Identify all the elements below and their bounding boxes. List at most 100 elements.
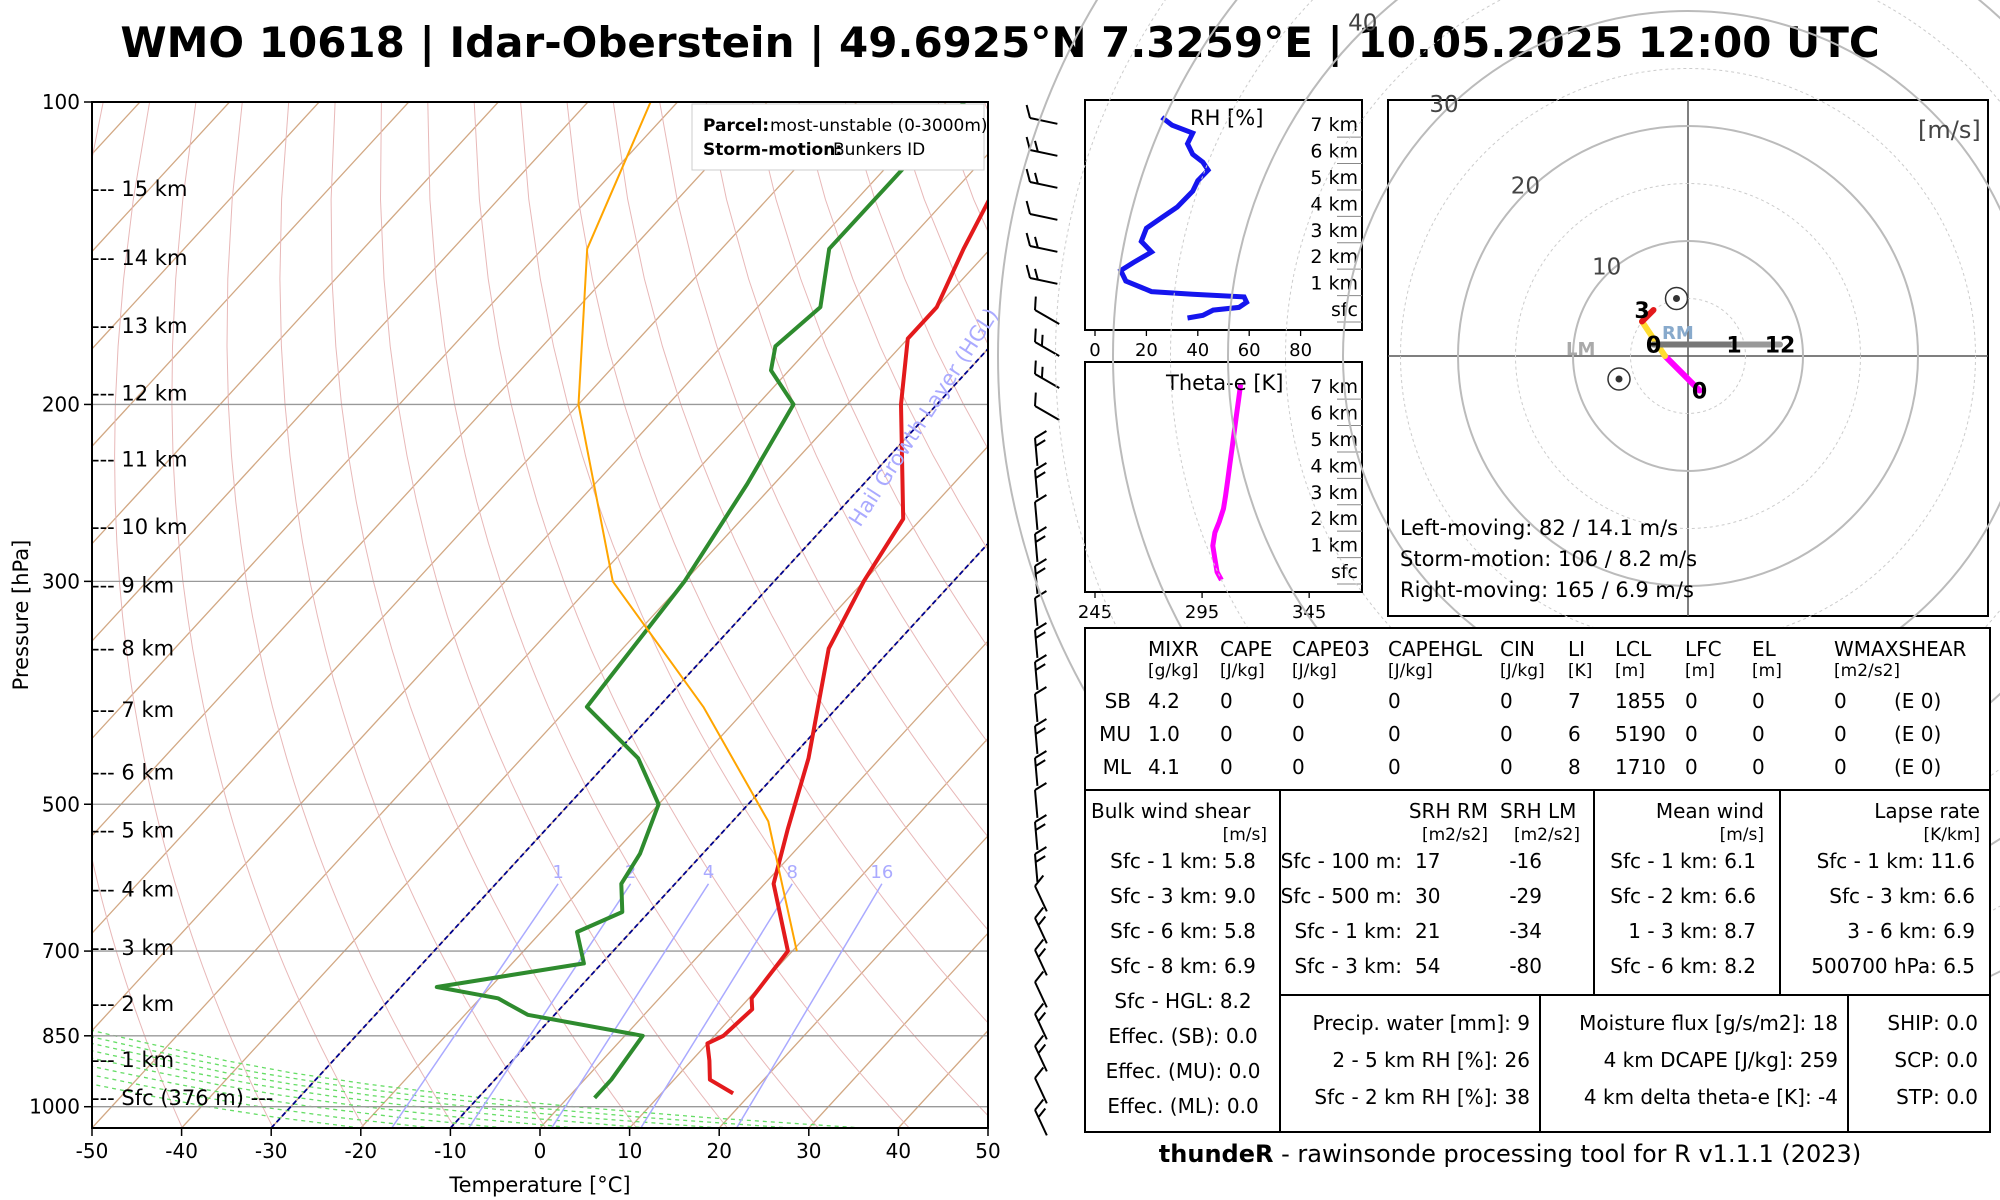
indices-cell: 0 <box>1834 722 1847 746</box>
srh-row-rm: 21 <box>1415 919 1440 943</box>
indices-header-label: EL <box>1752 637 1777 661</box>
wind-barb <box>1034 654 1047 690</box>
hodo-point-label: 12 <box>1765 334 1796 359</box>
moist-adiabat <box>92 1036 791 1128</box>
isotherm <box>92 102 499 545</box>
mean-wind-unit: [m/s] <box>1720 825 1764 845</box>
barb-flag <box>1034 494 1047 503</box>
mean-wind-row: Sfc - 2 km: 6.6 <box>1610 884 1756 908</box>
srh-head-rm: SRH RM <box>1409 799 1488 823</box>
dry-adiabat <box>520 102 988 1117</box>
srh-head-lm: SRH LM <box>1500 799 1576 823</box>
barb-flag <box>1035 823 1046 831</box>
p-tick-label: 100 <box>42 90 80 114</box>
y-axis-label: Pressure [hPa] <box>9 540 33 691</box>
barb-staff <box>1034 1077 1048 1104</box>
wind-barb <box>1034 814 1047 850</box>
srh-row-lm: -34 <box>1509 919 1542 943</box>
barb-staff <box>1034 885 1048 912</box>
shear-row: Sfc - 1 km: 5.8 <box>1110 849 1256 873</box>
indices-cell: 7 <box>1568 689 1581 713</box>
indices-cell: 0 <box>1685 755 1698 779</box>
indices-header-label: CAPE <box>1220 637 1272 661</box>
wind-barb <box>1034 296 1060 325</box>
dry-adiabat <box>659 102 988 838</box>
wind-barb <box>1034 462 1047 498</box>
barb-flag <box>1034 938 1045 951</box>
indices-cell: 1710 <box>1615 755 1666 779</box>
height-label: --- 6 km <box>92 761 174 785</box>
barb-flag <box>1037 947 1047 958</box>
mean-wind-row: 1 - 3 km: 8.7 <box>1628 919 1756 943</box>
srh-unit-rm: [m2/s2] <box>1422 825 1488 845</box>
x-axis-label: Temperature [°C] <box>448 1173 630 1197</box>
x-tick-label: -10 <box>434 1139 467 1163</box>
srh-row-label: Sfc - 100 m: <box>1281 849 1402 873</box>
indices-cell: 1.0 <box>1148 722 1180 746</box>
moist-adiabat <box>92 1074 433 1128</box>
moisture-row: 4 km DCAPE [J/kg]: 259 <box>1604 1048 1838 1072</box>
hodo-segment <box>1662 353 1703 394</box>
height-label: --- 8 km <box>92 637 174 661</box>
indices-header-label: CAPEHGL <box>1388 637 1483 661</box>
srh-block: SRH RM SRH LM [m2/s2] [m2/s2] Sfc - 100 … <box>1281 799 1580 978</box>
hgl-isotherm <box>449 542 988 1128</box>
barb-flag <box>1034 718 1047 727</box>
barb-flag <box>1034 654 1047 663</box>
storm-key: Storm-motion: <box>703 140 842 160</box>
indices-cell: 1855 <box>1615 689 1666 713</box>
parcel-value: most-unstable (0-3000m) <box>770 116 988 136</box>
barb-flag <box>1035 855 1046 863</box>
hodo-point-label: 3 <box>1634 299 1649 324</box>
barb-flag <box>1034 430 1047 439</box>
dry-adiabat <box>379 102 728 1128</box>
barb-flag <box>1034 750 1047 759</box>
barb-flag <box>1025 264 1031 279</box>
indices-cell: 0 <box>1388 689 1401 713</box>
hodo-ring <box>1055 0 2000 989</box>
height-label: --- 13 km <box>92 314 187 338</box>
barb-staff <box>1029 149 1058 157</box>
isotherm <box>360 445 988 1128</box>
dry-adiabat <box>330 102 638 1128</box>
indices-cell: 8 <box>1568 755 1581 779</box>
theta-e-panel: 7 km 6 km 5 km 4 km 3 km 2 km 1 km sfc Theta-e … <box>1078 361 1363 623</box>
barb-staff <box>1034 597 1039 626</box>
skewt-series <box>434 102 988 1100</box>
hodo-point-label: 0 <box>1692 380 1707 405</box>
dry-adiabat <box>752 102 988 649</box>
dewpoint-line <box>434 102 966 1100</box>
indices-cell: 0 <box>1834 755 1847 779</box>
skewt-axes: -50 -40 -30 -20 -10 0 10 20 30 40 50 100 200 300 500 70… <box>9 90 1001 1197</box>
barb-flag <box>1034 268 1039 280</box>
indices-header-label: LI <box>1568 637 1585 661</box>
srh-row-lm: -16 <box>1509 849 1542 873</box>
barb-staff <box>1034 437 1039 466</box>
indices-header-label: LFC <box>1685 637 1722 661</box>
p-tick-label: 500 <box>42 792 80 816</box>
lapse-row: Sfc - 3 km: 6.6 <box>1829 884 1975 908</box>
hodo-ring <box>1572 240 1804 472</box>
wind-barb <box>1034 938 1048 976</box>
moisture-block: Precip. water [mm]: 9 2 - 5 km RH [%]: 26… <box>1313 1011 1839 1109</box>
indices-cell: 0 <box>1500 755 1513 779</box>
height-labels: --- 15 km --- 14 km --- 13 km --- 12 km --- … <box>92 177 273 1110</box>
barb-staff <box>1034 309 1060 325</box>
barb-flag <box>1034 782 1047 791</box>
shear-row: Sfc - HGL: 8.2 <box>1114 989 1251 1013</box>
storm-markers <box>1607 286 1689 391</box>
x-tick-label: 40 <box>886 1139 911 1163</box>
x-tick-label: 20 <box>1135 340 1158 361</box>
wind-barb <box>1034 430 1047 466</box>
wind-barbs <box>1025 104 1060 1136</box>
indices-cell: 5190 <box>1615 722 1666 746</box>
x-tick-label: -50 <box>76 1139 109 1163</box>
wind-barb <box>1034 328 1060 357</box>
wind-barb <box>1034 686 1047 722</box>
mixing-ratio-line <box>735 883 883 1128</box>
wind-barb <box>1034 1066 1048 1104</box>
barb-flag <box>1035 727 1046 735</box>
isotherm <box>718 834 988 1128</box>
x-tick-label: 50 <box>975 1139 1000 1163</box>
indices-header-label: CIN <box>1500 637 1535 661</box>
